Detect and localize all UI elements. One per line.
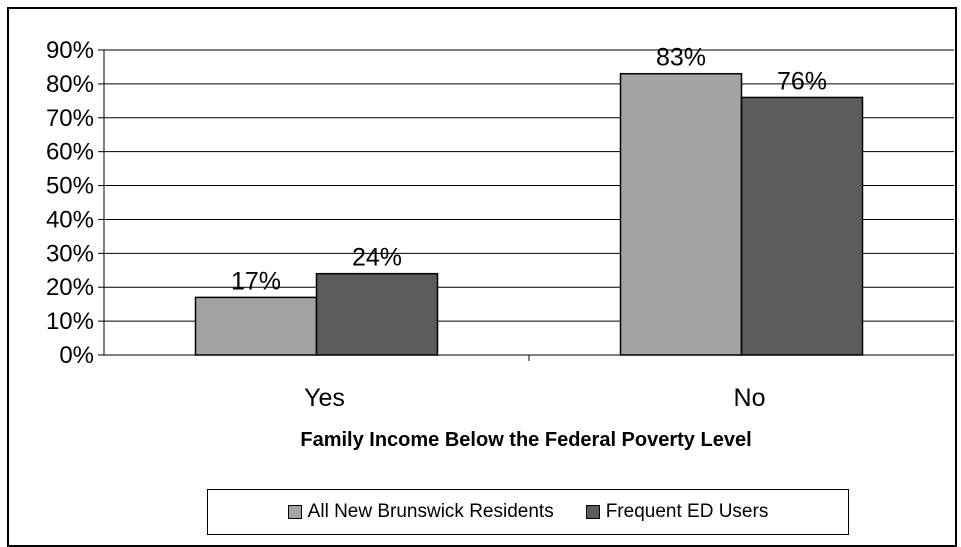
y-tick-label: 50% — [46, 173, 94, 200]
legend: All New Brunswick Residents Frequent ED … — [207, 489, 849, 535]
y-tick-label: 70% — [46, 105, 94, 132]
data-labels: 17% 24% 83% 76% — [231, 44, 827, 296]
y-tick-label: 60% — [46, 139, 94, 166]
data-label: 83% — [656, 44, 706, 72]
bar — [619, 72, 743, 356]
y-tick-label: 40% — [46, 206, 94, 233]
legend-label-all-residents: All New Brunswick Residents — [307, 501, 554, 522]
bar — [740, 96, 864, 356]
data-label: 24% — [352, 244, 402, 272]
x-axis-categories: Yes No — [304, 355, 765, 412]
bars — [194, 72, 864, 356]
y-tick-label: 0% — [59, 342, 94, 369]
y-axis-ticks: 0% 10% 20% 30% 40% 50% 60% 70% 80% 90% — [46, 37, 104, 369]
y-tick-label: 80% — [46, 71, 94, 98]
bar — [194, 296, 318, 356]
legend-swatch-frequent-ed — [585, 505, 600, 519]
legend-label-frequent-ed: Frequent ED Users — [605, 501, 769, 522]
data-label: 76% — [777, 67, 827, 95]
y-tick-label: 90% — [46, 37, 94, 64]
y-tick-label: 20% — [46, 274, 94, 301]
bar-chart: 0% 10% 20% 30% 40% 50% 60% 70% 80% 90% 17% 24% 83% 7… — [46, 37, 954, 451]
y-tick-label: 30% — [46, 240, 94, 267]
data-label: 17% — [231, 267, 281, 295]
x-category-label: No — [734, 384, 766, 412]
legend-item-frequent-ed: Frequent ED Users — [585, 501, 769, 523]
bar — [315, 272, 439, 356]
legend-item-all-residents: All New Brunswick Residents — [287, 501, 554, 523]
y-tick-label: 10% — [46, 308, 94, 335]
legend-swatch-all-residents — [287, 505, 302, 519]
x-category-label: Yes — [304, 384, 345, 412]
x-axis-title: Family Income Below the Federal Poverty … — [300, 429, 751, 451]
